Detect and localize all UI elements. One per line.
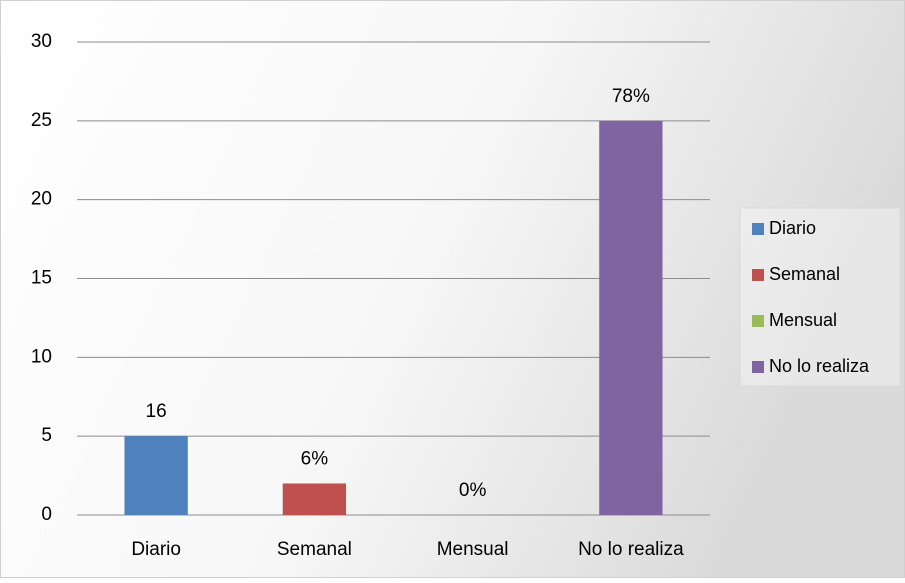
data-label: 6% — [301, 448, 329, 469]
data-label: 16 — [146, 401, 167, 422]
y-tick-label: 30 — [31, 31, 52, 52]
legend-label: Mensual — [769, 310, 837, 330]
bar — [124, 436, 188, 515]
x-tick-label: Semanal — [277, 539, 352, 560]
legend-swatch — [752, 269, 764, 281]
legend-label: Diario — [769, 218, 816, 238]
legend-box — [739, 207, 901, 387]
y-tick-label: 15 — [31, 268, 52, 289]
legend-swatch — [752, 361, 764, 373]
bar — [282, 483, 347, 515]
bar — [599, 120, 663, 515]
y-tick-label: 0 — [41, 504, 52, 525]
y-tick-label: 10 — [31, 346, 52, 367]
legend-swatch — [752, 315, 764, 327]
data-label: 0% — [459, 480, 487, 501]
legend-label: Semanal — [769, 264, 840, 284]
x-tick-label: Diario — [131, 539, 181, 560]
y-tick-label: 25 — [31, 110, 52, 131]
legend-swatch — [752, 223, 764, 235]
y-tick-label: 20 — [31, 189, 52, 210]
legend-label: No lo realiza — [769, 356, 870, 376]
y-tick-label: 5 — [41, 425, 52, 446]
x-tick-label: Mensual — [437, 539, 509, 560]
data-label: 78% — [612, 86, 650, 107]
x-tick-label: No lo realiza — [578, 539, 684, 560]
